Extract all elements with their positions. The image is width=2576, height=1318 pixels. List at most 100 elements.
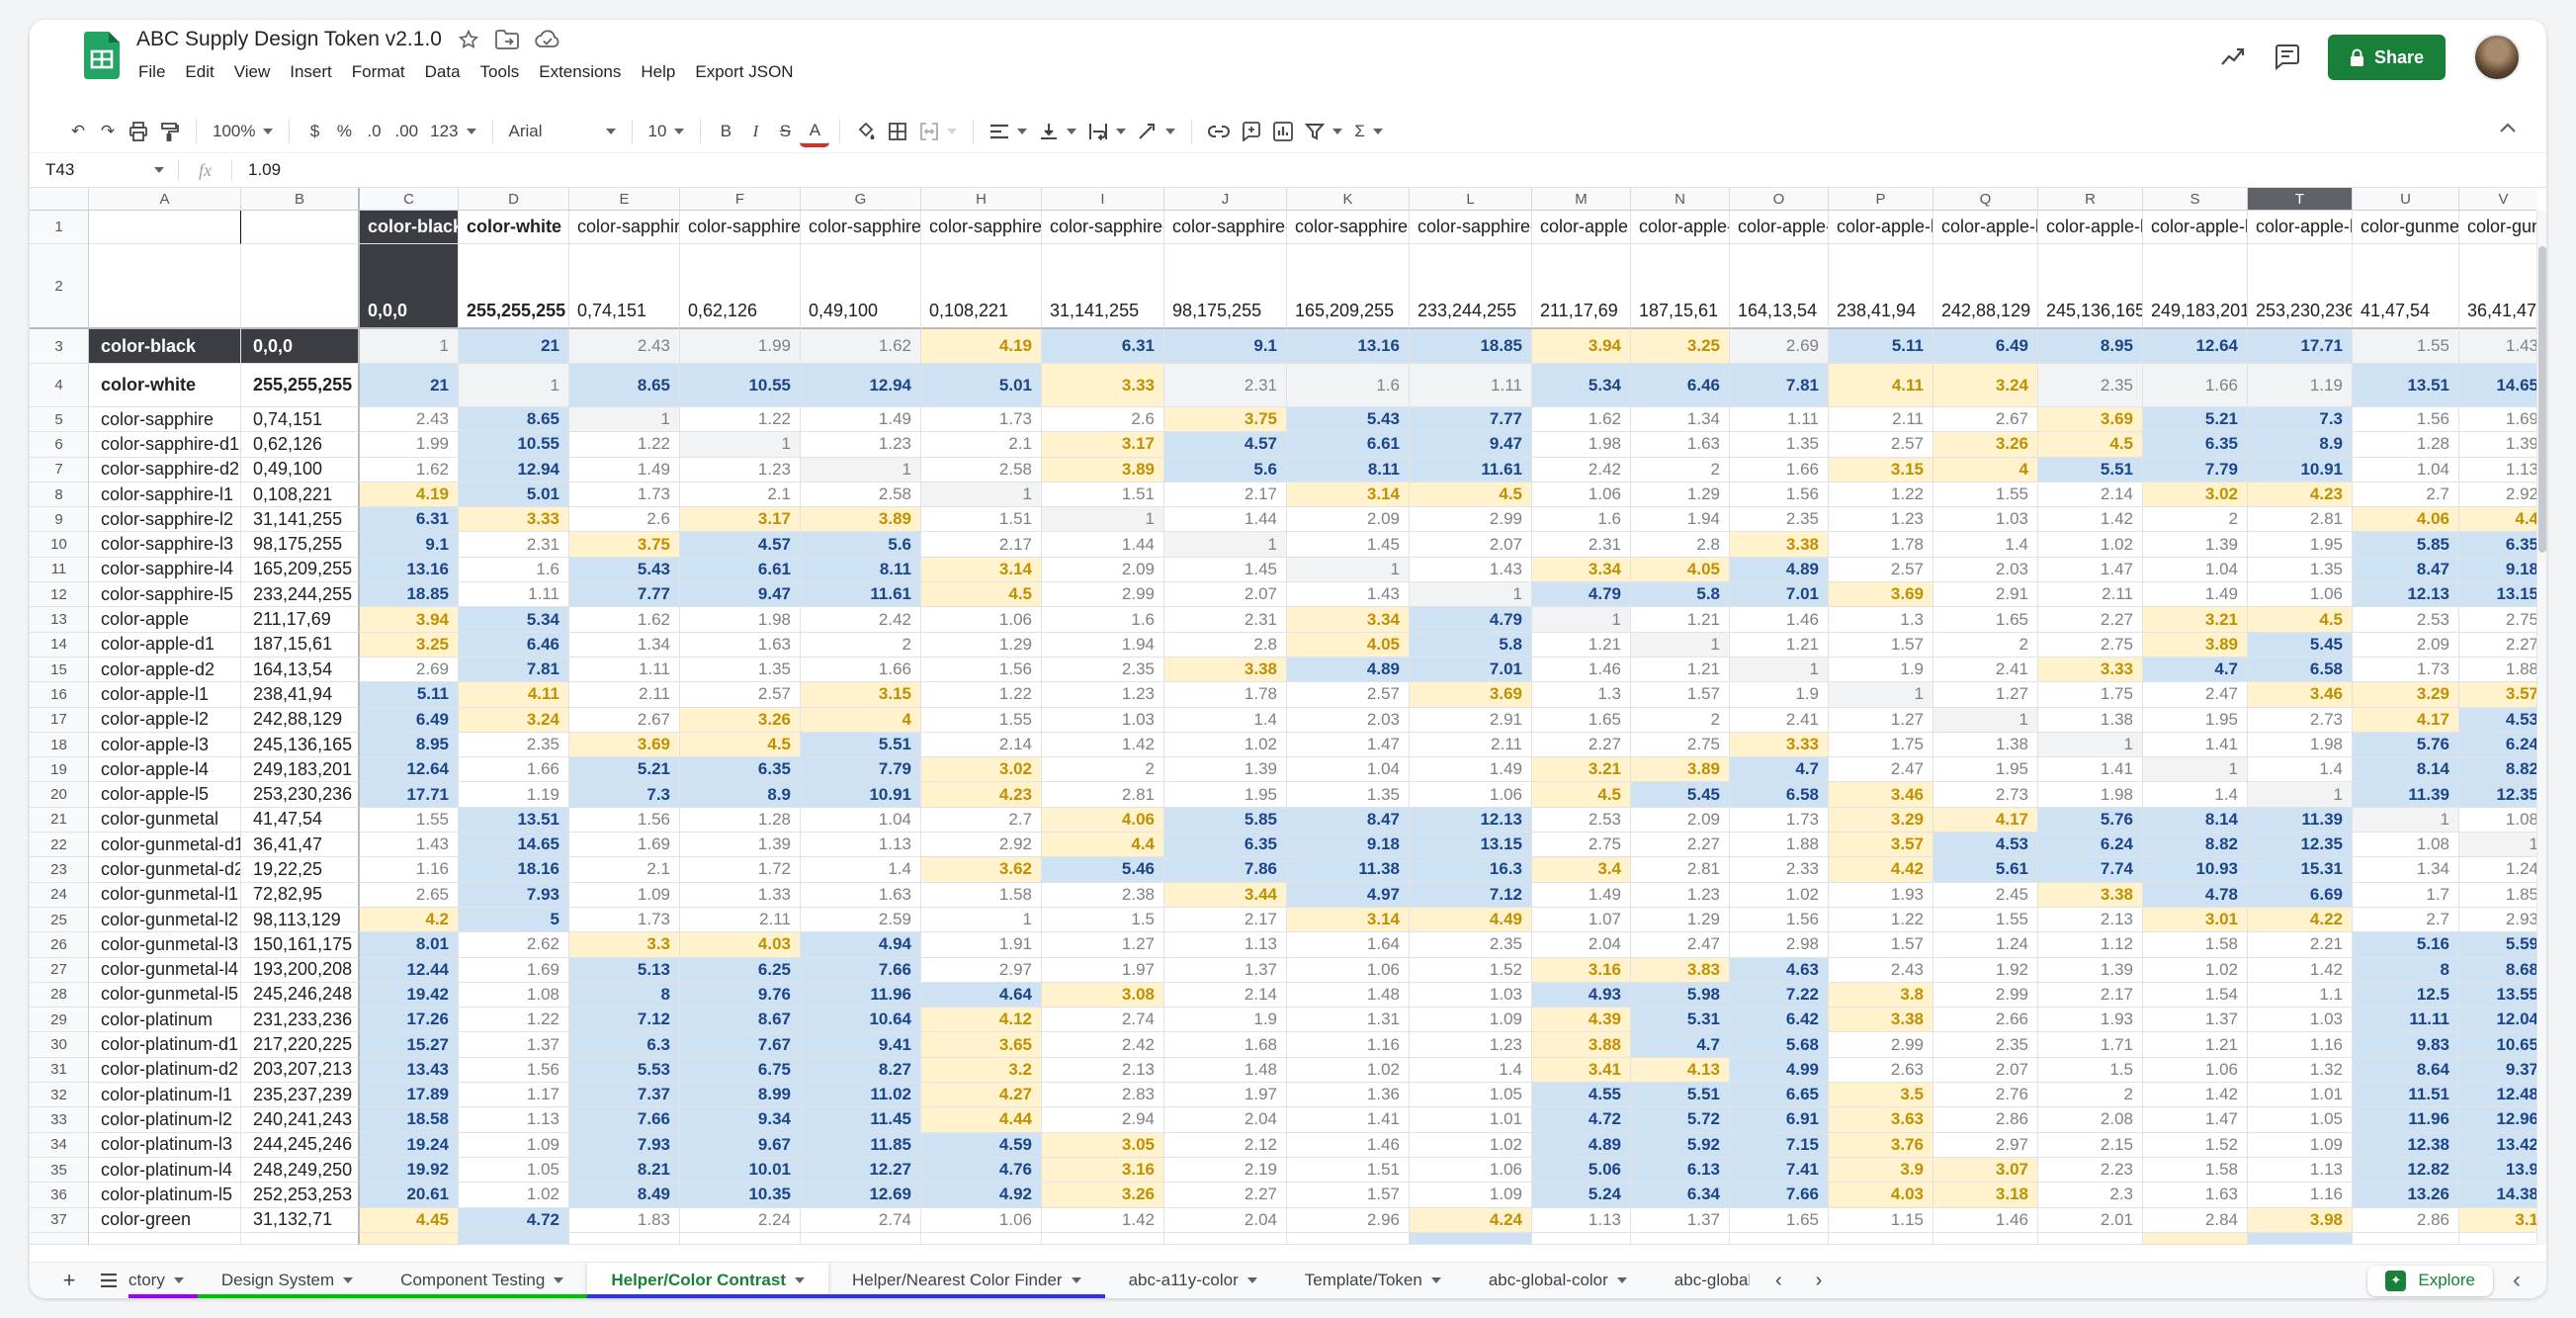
cell-J34[interactable]: 2.12 [1164,1132,1287,1158]
cell-G9[interactable]: 3.89 [801,507,921,533]
cell-R17[interactable]: 1.38 [2038,707,2143,733]
row-header-27[interactable]: 27 [30,957,89,983]
cell-K2[interactable]: 165,209,255 [1287,244,1410,329]
cell-C26[interactable]: 8.01 [360,932,459,958]
cell-T8[interactable]: 4.23 [2248,482,2353,508]
cell-A29[interactable]: color-platinum [89,1008,241,1033]
cell-K22[interactable]: 9.18 [1287,833,1410,858]
cell-S38[interactable] [2143,1232,2248,1245]
cell-L15[interactable]: 7.01 [1410,657,1532,683]
tabs-scroll-left-icon[interactable]: ‹ [1775,1269,1782,1291]
cell-D7[interactable]: 12.94 [459,457,569,483]
row-header-1[interactable]: 1 [30,211,89,244]
cell-J35[interactable]: 2.19 [1164,1157,1287,1184]
cell-U1[interactable]: color-gunmetal [2353,211,2459,244]
cell-P28[interactable]: 3.8 [1829,982,1933,1009]
cell-I10[interactable]: 1.44 [1042,532,1164,558]
cell-H21[interactable]: 2.7 [921,807,1042,834]
cell-D12[interactable]: 1.11 [459,582,569,608]
menu-item-extensions[interactable]: Extensions [539,62,622,81]
cell-L10[interactable]: 2.07 [1410,532,1532,558]
cell-A2[interactable] [89,244,241,329]
cell-F1[interactable]: color-sapphire-d1 [680,211,801,244]
cell-M12[interactable]: 4.79 [1532,582,1631,608]
cell-O29[interactable]: 6.42 [1730,1008,1829,1033]
cell-E33[interactable]: 7.66 [569,1107,680,1133]
cell-U13[interactable]: 2.53 [2353,607,2459,633]
cell-O25[interactable]: 1.56 [1730,907,1829,933]
row-header-20[interactable]: 20 [30,782,89,808]
cell-V9[interactable]: 4.4 [2459,507,2536,533]
format-currency-button[interactable]: $ [309,122,320,140]
cell-M30[interactable]: 3.88 [1532,1032,1631,1058]
cell-P24[interactable]: 1.93 [1829,882,1933,908]
cell-B35[interactable]: 248,249,250 [241,1157,360,1184]
cloud-saved-icon[interactable] [535,30,560,49]
formula-input[interactable]: 1.09 [248,160,282,179]
cell-J9[interactable]: 1.44 [1164,507,1287,533]
tab-menu-caret-icon[interactable] [1246,1277,1257,1283]
cell-Q4[interactable]: 3.24 [1933,364,2038,407]
column-header-F[interactable]: F [680,188,801,211]
cell-P3[interactable]: 5.11 [1829,329,1933,364]
cell-D25[interactable]: 5 [459,907,569,933]
cell-V5[interactable]: 1.69 [2459,407,2536,433]
cell-S29[interactable]: 1.37 [2143,1008,2248,1033]
cell-Q23[interactable]: 5.61 [1933,857,2038,883]
cell-I15[interactable]: 2.35 [1042,657,1164,683]
cell-R21[interactable]: 5.76 [2038,807,2143,834]
cell-A13[interactable]: color-apple [89,607,241,633]
cell-U19[interactable]: 8.14 [2353,757,2459,783]
column-header-R[interactable]: R [2038,188,2143,211]
cell-Q6[interactable]: 3.26 [1933,432,2038,458]
row-header-33[interactable]: 33 [30,1107,89,1133]
cell-M7[interactable]: 2.42 [1532,457,1631,483]
cell-T7[interactable]: 10.91 [2248,457,2353,483]
collapse-panel-icon[interactable]: ‹ [2513,1267,2521,1293]
row-header-31[interactable]: 31 [30,1057,89,1084]
menu-item-tools[interactable]: Tools [479,62,520,81]
cell-D27[interactable]: 1.69 [459,957,569,983]
cell-M14[interactable]: 1.21 [1532,632,1631,658]
cell-J11[interactable]: 1.45 [1164,557,1287,583]
cell-G29[interactable]: 10.64 [801,1008,921,1033]
cell-H36[interactable]: 4.92 [921,1183,1042,1208]
cell-R7[interactable]: 5.51 [2038,457,2143,483]
cell-M13[interactable]: 1 [1532,607,1631,633]
cell-F27[interactable]: 6.25 [680,957,801,983]
cell-O17[interactable]: 2.41 [1730,707,1829,733]
tab-menu-caret-icon[interactable] [794,1277,805,1283]
bold-button[interactable]: B [720,122,732,140]
cell-Q1[interactable]: color-apple-l2 [1933,211,2038,244]
cell-V18[interactable]: 6.24 [2459,732,2536,758]
cell-N1[interactable]: color-apple-d1 [1631,211,1730,244]
cell-E32[interactable]: 7.37 [569,1083,680,1108]
cell-J12[interactable]: 2.07 [1164,582,1287,608]
row-header-6[interactable]: 6 [30,432,89,458]
cell-U35[interactable]: 12.82 [2353,1157,2459,1184]
cell-E34[interactable]: 7.93 [569,1132,680,1158]
cell-G12[interactable]: 11.61 [801,582,921,608]
cell-L33[interactable]: 1.01 [1410,1107,1532,1133]
cell-I31[interactable]: 2.13 [1042,1057,1164,1084]
cell-C14[interactable]: 3.25 [360,632,459,658]
menu-item-view[interactable]: View [233,62,271,81]
cell-C31[interactable]: 13.43 [360,1057,459,1084]
cell-G22[interactable]: 1.13 [801,833,921,858]
cell-C2[interactable]: 0,0,0 [360,244,459,329]
cell-D32[interactable]: 1.17 [459,1083,569,1108]
cell-N31[interactable]: 4.13 [1631,1057,1730,1084]
cell-U14[interactable]: 2.09 [2353,632,2459,658]
cell-F12[interactable]: 9.47 [680,582,801,608]
cell-G33[interactable]: 11.45 [801,1107,921,1133]
cell-L6[interactable]: 9.47 [1410,432,1532,458]
cell-E6[interactable]: 1.22 [569,432,680,458]
cell-T5[interactable]: 7.3 [2248,407,2353,433]
cell-N11[interactable]: 4.05 [1631,557,1730,583]
cell-V19[interactable]: 8.82 [2459,757,2536,783]
cell-D14[interactable]: 6.46 [459,632,569,658]
cell-I26[interactable]: 1.27 [1042,932,1164,958]
cell-N38[interactable] [1631,1232,1730,1245]
cell-V36[interactable]: 14.38 [2459,1183,2536,1208]
cell-C11[interactable]: 13.16 [360,557,459,583]
